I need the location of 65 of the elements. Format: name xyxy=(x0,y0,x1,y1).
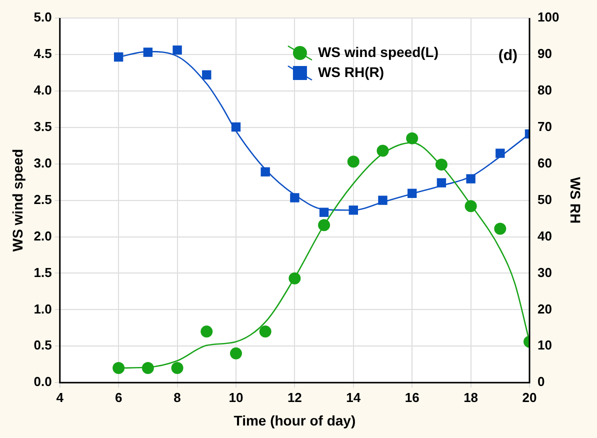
point xyxy=(200,326,213,338)
point xyxy=(436,178,446,188)
point xyxy=(466,174,476,184)
y-tick-label: 4.5 xyxy=(34,46,52,62)
x-tick-label: 10 xyxy=(228,390,244,405)
y2-tick-label: 90 xyxy=(538,46,552,62)
y-tick-label: 4.0 xyxy=(34,82,52,98)
point xyxy=(260,167,270,176)
x-tick-label: 20 xyxy=(522,390,537,405)
point xyxy=(172,45,182,55)
y-tick-label: 0.0 xyxy=(34,374,52,390)
point xyxy=(494,222,506,235)
y-axis-title: WS wind speed xyxy=(9,148,26,252)
y-tick-label: 1.0 xyxy=(34,301,52,316)
point xyxy=(435,158,448,171)
point xyxy=(171,362,184,374)
x-tick-label: 8 xyxy=(174,390,181,405)
point xyxy=(259,326,272,338)
y2-tick-label: 70 xyxy=(538,118,552,134)
y2-tick-label: 100 xyxy=(538,10,560,25)
point xyxy=(319,208,329,217)
point xyxy=(142,362,154,374)
point xyxy=(464,200,477,212)
point xyxy=(347,156,360,168)
y-tick-label: 5.0 xyxy=(34,10,52,25)
point xyxy=(231,122,241,132)
x-tick-label: 16 xyxy=(404,390,420,405)
point xyxy=(378,196,388,205)
x-tick-label: 6 xyxy=(114,390,122,405)
point xyxy=(318,219,330,232)
y-tick-label: 1.5 xyxy=(34,264,52,280)
point xyxy=(290,193,300,202)
legend-label: WS RH(R) xyxy=(318,64,384,80)
y-tick-label: 2.0 xyxy=(34,228,52,244)
y-tick-label: 0.5 xyxy=(34,338,52,353)
y2-tick-label: 50 xyxy=(538,192,552,207)
point xyxy=(112,362,125,374)
point xyxy=(406,132,418,144)
y2-tick-label: 0 xyxy=(538,374,545,390)
annotation: (d) xyxy=(498,47,518,64)
point xyxy=(408,188,417,198)
x-axis-title: Time (hour of day) xyxy=(234,412,356,428)
y-tick-label: 3.5 xyxy=(34,118,52,134)
point xyxy=(496,148,505,158)
point xyxy=(230,347,242,360)
y-tick-label: 3.0 xyxy=(34,155,52,170)
y2-axis-title: WS RH xyxy=(568,176,584,224)
y2-tick-label: 20 xyxy=(538,301,552,316)
point xyxy=(143,48,153,57)
y-tick-label: 2.5 xyxy=(34,192,52,207)
point xyxy=(348,206,358,215)
x-tick-label: 12 xyxy=(287,390,302,405)
y2-tick-label: 40 xyxy=(538,228,552,244)
x-tick-label: 14 xyxy=(346,390,362,405)
point xyxy=(376,144,389,157)
y2-tick-label: 10 xyxy=(538,338,552,353)
point xyxy=(288,272,301,284)
point xyxy=(202,70,212,80)
x-tick-label: 18 xyxy=(464,390,478,405)
y2-tick-label: 60 xyxy=(538,155,552,170)
legend-label: WS wind speed(L) xyxy=(318,44,439,60)
y2-tick-label: 80 xyxy=(538,82,552,98)
y2-tick-label: 30 xyxy=(538,264,552,280)
x-tick-label: 4 xyxy=(56,390,64,405)
point xyxy=(114,52,124,62)
